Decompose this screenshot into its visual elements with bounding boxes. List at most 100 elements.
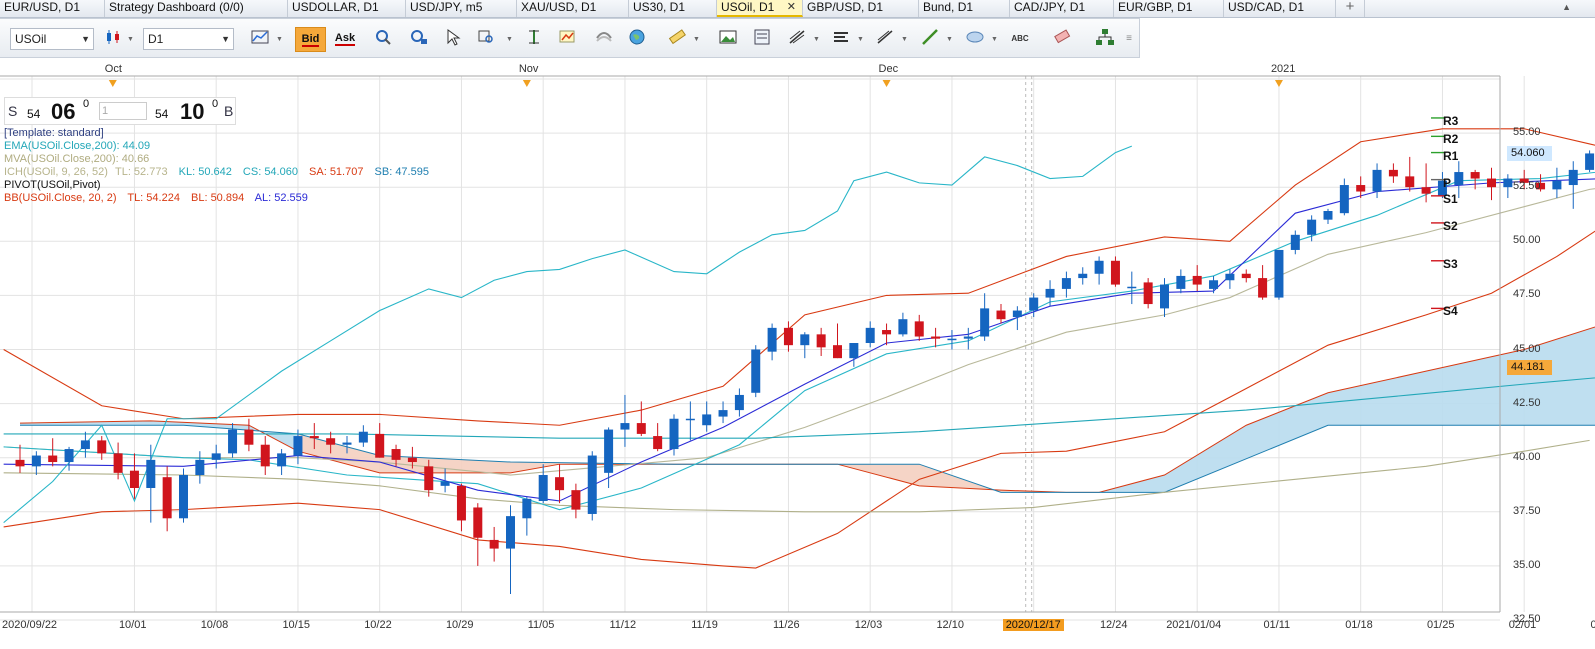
globe-icon[interactable]	[625, 28, 649, 50]
candle-body	[833, 345, 842, 359]
cloud-bearish	[297, 433, 560, 473]
tab-label: USOil, D1	[721, 0, 775, 14]
legend-pivot[interactable]: PIVOT(USOil,Pivot)	[4, 179, 101, 191]
tab-usdjpy[interactable]: USD/JPY, m5	[406, 0, 517, 17]
tab-strategy-dashboard[interactable]: Strategy Dashboard (0/0)	[105, 0, 288, 17]
layout-icon[interactable]	[829, 28, 853, 50]
candle	[391, 444, 401, 467]
chart-tab-bar: EUR/USD, D1 Strategy Dashboard (0/0) USD…	[0, 0, 1595, 18]
quantity-input[interactable]: 1	[99, 102, 147, 120]
candle-body	[702, 414, 712, 426]
more-icon[interactable]: ≡	[1126, 33, 1132, 44]
chevron-down-icon[interactable]: ▼	[991, 36, 998, 43]
date-label: 12/03	[854, 619, 883, 631]
price-chart[interactable]	[0, 60, 1595, 649]
date-label: 10/08	[200, 619, 229, 631]
fibonacci-icon[interactable]	[785, 28, 809, 50]
legend-mva[interactable]: MVA(USOil.Close,200): 40.66	[4, 153, 150, 165]
candle-body	[80, 440, 90, 450]
candle-body	[914, 321, 924, 337]
chikou-line	[3, 145, 1133, 524]
candle-body	[1061, 278, 1071, 289]
tab-label: CAD/JPY, D1	[1014, 0, 1086, 14]
sell-price-big[interactable]: 06	[51, 99, 76, 124]
close-icon[interactable]: ✕	[786, 1, 796, 13]
bar-chart-icon[interactable]	[248, 28, 272, 50]
chevron-down-icon[interactable]: ▼	[127, 36, 134, 43]
tab-bund[interactable]: Bund, D1	[919, 0, 1010, 17]
cursor-icon[interactable]	[441, 28, 465, 50]
legend-bb[interactable]: BB(USOil.Close, 20, 2) TL: 54.224 BL: 50…	[4, 192, 437, 205]
timeframe-select[interactable]: D1 ▼	[143, 28, 234, 50]
buy-label[interactable]: B	[224, 103, 234, 119]
chevron-down-icon[interactable]: ▼	[901, 36, 908, 43]
candle-body	[636, 423, 646, 434]
tab-xauusd[interactable]: XAU/USD, D1	[517, 0, 629, 17]
chevron-down-icon[interactable]: ▼	[506, 36, 513, 43]
date-label: 12/10	[936, 619, 964, 631]
tab-eurusd[interactable]: EUR/USD, D1	[0, 0, 105, 17]
chevron-down-icon[interactable]: ▼	[813, 36, 820, 43]
template-icon[interactable]	[750, 28, 774, 50]
candle-body	[440, 481, 450, 486]
tab-scroll-icon[interactable]: ▲	[1562, 2, 1571, 12]
line-tool-icon[interactable]	[873, 28, 897, 50]
tab-us30[interactable]: US30, D1	[629, 0, 717, 17]
symbol-select[interactable]: USOil ▼	[10, 28, 94, 50]
candle-body	[1029, 297, 1039, 311]
candle-body	[375, 433, 385, 458]
chevron-down-icon[interactable]: ▼	[276, 36, 283, 43]
ask-button[interactable]: Ask	[330, 27, 360, 52]
ellipse-icon[interactable]	[963, 28, 987, 50]
candle-body	[1503, 178, 1513, 188]
new-tab-button[interactable]: +	[1336, 0, 1365, 17]
bb-bl: BL: 50.894	[191, 192, 245, 204]
legend-ema[interactable]: EMA(USOil.Close,200): 44.09	[4, 140, 151, 152]
indicators-icon[interactable]	[372, 28, 396, 50]
picture-icon[interactable]	[716, 28, 740, 50]
candle	[64, 446, 74, 471]
tab-gbpusd[interactable]: GBP/USD, D1	[803, 0, 919, 17]
chart-icon[interactable]	[556, 28, 580, 50]
tools-icon[interactable]	[407, 28, 431, 50]
candle-body	[783, 327, 793, 346]
tab-cadjpy[interactable]: CAD/JPY, D1	[1010, 0, 1114, 17]
ruler-icon[interactable]	[665, 28, 689, 50]
candle-body	[669, 418, 679, 450]
candle	[1078, 267, 1088, 285]
candle-body	[1209, 280, 1219, 289]
candle-body	[162, 477, 172, 519]
chevron-down-icon[interactable]: ▼	[857, 36, 864, 43]
bid-button[interactable]: Bid	[295, 27, 326, 52]
candlesticks	[15, 150, 1595, 595]
candle	[1552, 167, 1562, 199]
tab-usoil[interactable]: USOil, D1 ✕	[717, 0, 803, 17]
tab-usdollar[interactable]: USDOLLAR, D1	[288, 0, 406, 17]
pen-icon[interactable]	[918, 28, 942, 50]
tab-eurgbp[interactable]: EUR/GBP, D1	[1114, 0, 1224, 17]
candle-body	[1176, 275, 1186, 289]
sell-label[interactable]: S	[8, 103, 18, 119]
chevron-down-icon[interactable]: ▼	[946, 36, 953, 43]
candle	[783, 321, 793, 352]
template-label[interactable]: [Template: standard]	[4, 127, 104, 139]
zoom-icon[interactable]	[475, 28, 499, 50]
pivot-label-s3: S3	[1443, 256, 1458, 271]
buy-price-big[interactable]: 10	[180, 99, 205, 124]
candle	[587, 451, 597, 521]
candle	[1274, 249, 1284, 300]
candle	[195, 451, 205, 484]
period-icon[interactable]	[592, 28, 616, 50]
candle-body	[882, 330, 892, 335]
candle	[914, 314, 924, 341]
crosshair-icon[interactable]	[522, 28, 546, 50]
text-icon[interactable]: ABC	[1011, 34, 1029, 43]
legend-ichimoku[interactable]: ICH(USOil, 9, 26, 52) TL: 52.773 KL: 50.…	[4, 166, 437, 179]
candle	[97, 436, 107, 460]
candle-type-icon[interactable]	[101, 28, 125, 50]
candle-body	[260, 444, 270, 467]
tab-usdcad[interactable]: USD/CAD, D1	[1224, 0, 1336, 17]
hierarchy-icon[interactable]	[1093, 28, 1117, 50]
chevron-down-icon[interactable]: ▼	[693, 36, 700, 43]
eraser-icon[interactable]	[1050, 28, 1074, 50]
